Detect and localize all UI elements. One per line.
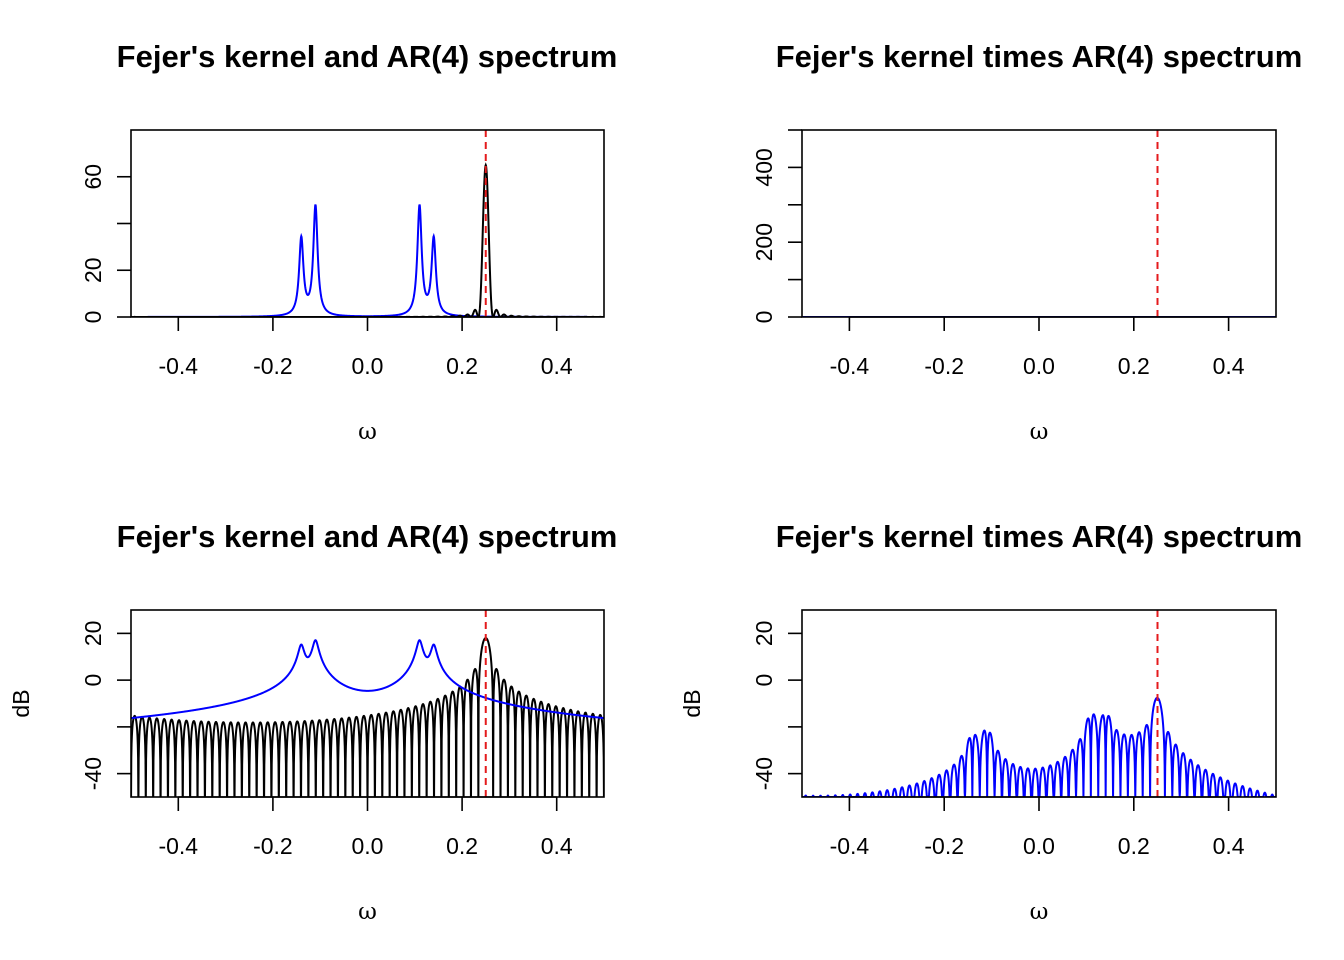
chart-title: Fejer's kernel times AR(4) spectrum <box>776 39 1303 74</box>
x-tick-label: 0.0 <box>352 353 384 379</box>
y-tick-label: -40 <box>751 757 777 790</box>
x-tick-label: 0.2 <box>446 353 478 379</box>
x-tick-label: 0.2 <box>446 833 478 859</box>
x-tick-label: -0.2 <box>924 833 964 859</box>
x-tick-label: 0.2 <box>1118 353 1150 379</box>
series-ar4-line <box>131 639 604 720</box>
x-tick-label: -0.2 <box>253 833 293 859</box>
plot-frame <box>801 609 1277 798</box>
x-tick-label: 0.4 <box>1213 833 1245 859</box>
y-tick-label: 20 <box>80 257 106 283</box>
series-product-line <box>802 696 1276 797</box>
plot-area <box>131 637 604 797</box>
x-axis-label: ω <box>1030 899 1049 925</box>
panel-3: Fejer's kernel and AR(4) spectrum -0.4 -0.… <box>8 519 617 925</box>
panel-2: Fejer's kernel times AR(4) spectrum -0.4 -… <box>751 39 1302 445</box>
y-tick-label: 0 <box>80 674 106 687</box>
x-tick-label: 0.0 <box>1023 833 1055 859</box>
y-axis-label: dB <box>679 689 705 717</box>
plot-frame <box>130 129 605 318</box>
series-fejer-line <box>131 162 604 317</box>
panel-4: Fejer's kernel times AR(4) spectrum -0.4 -… <box>679 519 1302 925</box>
y-tick-label: 60 <box>80 164 106 190</box>
x-axis-label: ω <box>358 419 377 445</box>
x-tick-label: 0.4 <box>1213 353 1245 379</box>
x-axis-label: ω <box>1030 419 1049 445</box>
x-tick-label: 0.2 <box>1118 833 1150 859</box>
x-axis-label: ω <box>358 899 377 925</box>
plot-frame <box>801 129 1277 318</box>
plot-area <box>131 162 604 317</box>
x-tick-label: -0.4 <box>830 353 870 379</box>
y-tick-label: 400 <box>751 148 777 186</box>
y-tick-label: 20 <box>751 621 777 647</box>
y-tick-label: 0 <box>751 674 777 687</box>
chart-title: Fejer's kernel and AR(4) spectrum <box>117 519 618 554</box>
x-tick-label: 0.0 <box>1023 353 1055 379</box>
y-tick-label: 20 <box>80 621 106 647</box>
x-tick-label: -0.4 <box>158 833 198 859</box>
y-axis-label: dB <box>8 689 34 717</box>
panel-1: Fejer's kernel and AR(4) spectrum -0.4 -0.… <box>80 39 617 445</box>
x-tick-label: 0.4 <box>541 353 573 379</box>
x-tick-label: -0.2 <box>924 353 964 379</box>
x-tick-label: -0.4 <box>158 353 198 379</box>
x-tick-label: -0.4 <box>830 833 870 859</box>
x-tick-label: 0.4 <box>541 833 573 859</box>
y-tick-label: 200 <box>751 223 777 261</box>
y-tick-label: -40 <box>80 757 106 790</box>
series-ar4-line <box>131 204 604 317</box>
x-tick-label: -0.2 <box>253 353 293 379</box>
y-tick-label: 0 <box>80 311 106 324</box>
chart-title: Fejer's kernel and AR(4) spectrum <box>117 39 618 74</box>
series-fejer-line <box>131 637 604 797</box>
y-tick-label: 0 <box>751 311 777 324</box>
chart-title: Fejer's kernel times AR(4) spectrum <box>776 519 1303 554</box>
x-tick-label: 0.0 <box>352 833 384 859</box>
plot-area <box>802 696 1276 797</box>
